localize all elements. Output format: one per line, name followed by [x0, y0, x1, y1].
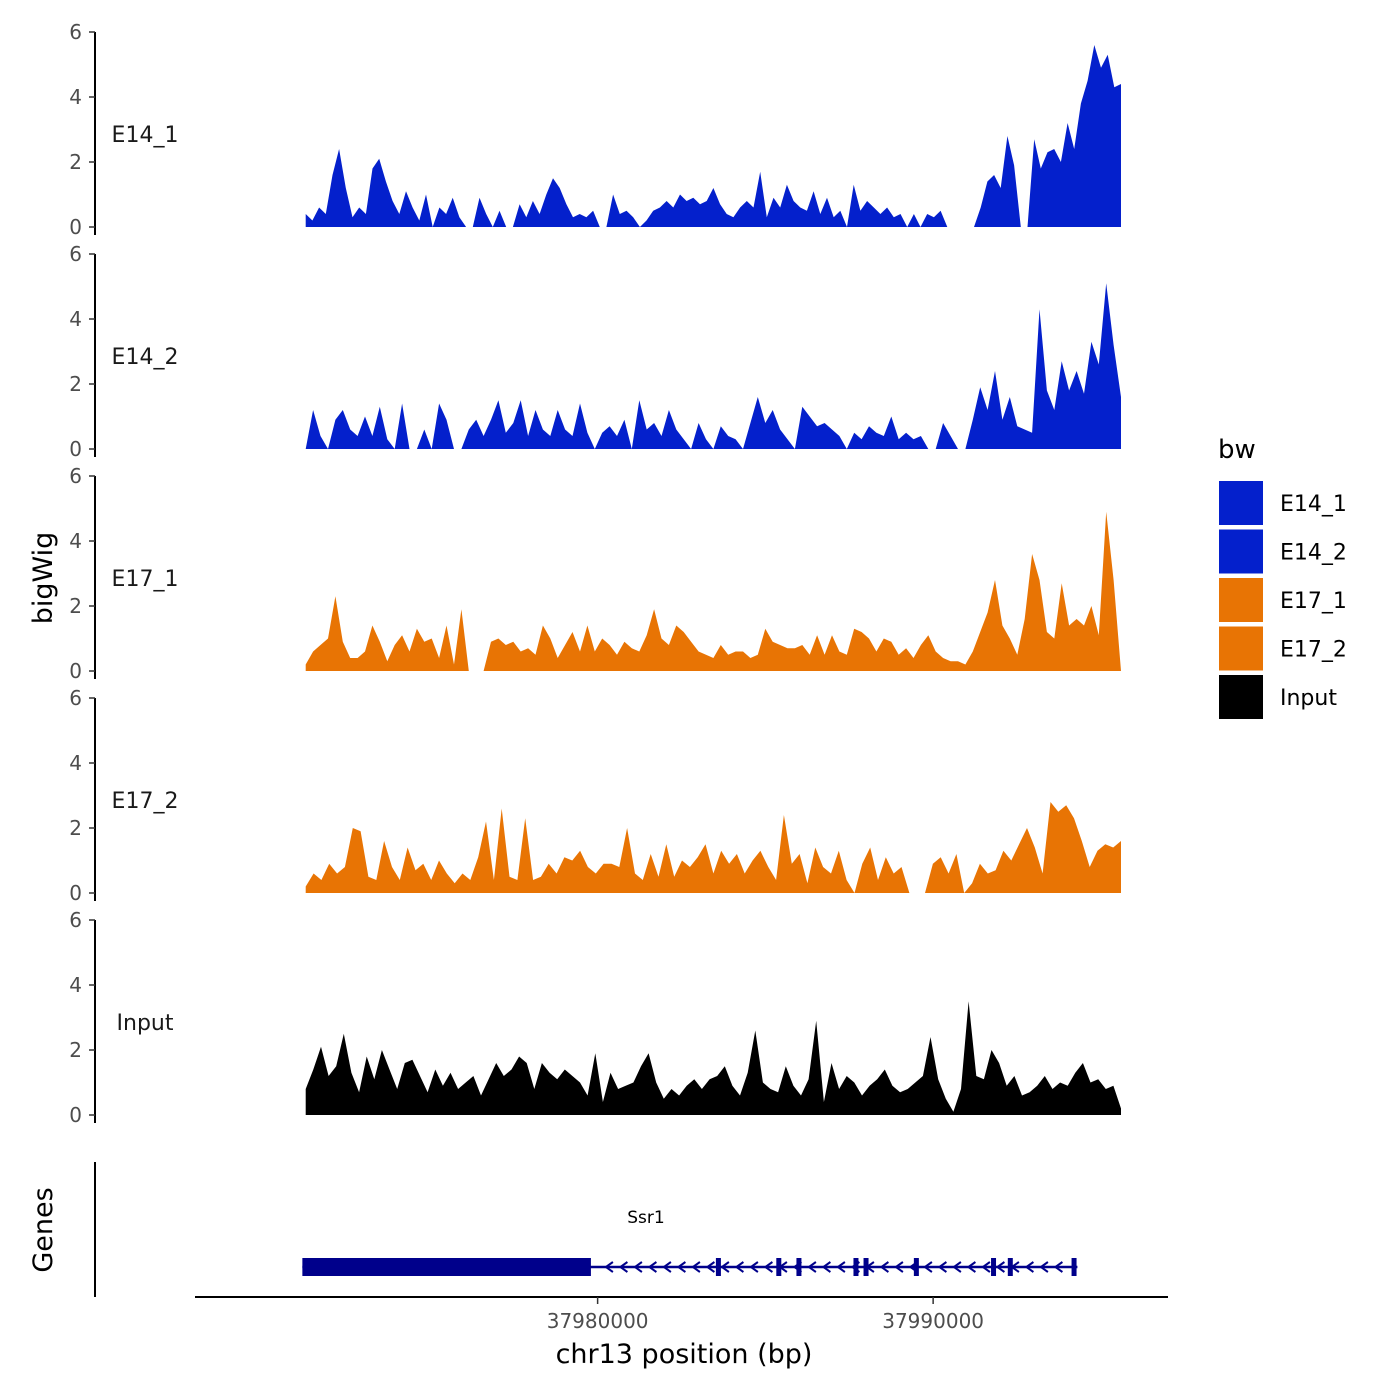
- strand-arrow: [981, 1261, 991, 1273]
- legend-swatch: [1219, 675, 1263, 719]
- track-e14_2: 0 2 4 6 E14_2: [69, 242, 1121, 461]
- y-tick-label: 2: [69, 372, 82, 396]
- y-tick-label: 6: [69, 20, 82, 44]
- strand-arrow: [604, 1261, 614, 1273]
- y-tick-label: 4: [69, 529, 82, 553]
- strand-arrow: [952, 1261, 962, 1273]
- y-tick-label: 2: [69, 594, 82, 618]
- y-tick-label: 0: [69, 881, 82, 905]
- y-tick-label: 2: [69, 816, 82, 840]
- legend-swatch: [1219, 578, 1263, 622]
- y-tick-label: 0: [69, 215, 82, 239]
- gene-exon: [913, 1258, 919, 1276]
- strand-arrow: [676, 1261, 686, 1273]
- gene-track-title: Genes: [28, 1187, 59, 1272]
- strand-arrow: [966, 1261, 976, 1273]
- y-tick-label: 0: [69, 659, 82, 683]
- strand-arrow: [995, 1261, 1005, 1273]
- gene-exon: [991, 1258, 997, 1276]
- strand-arrow: [691, 1261, 701, 1273]
- track-label: E17_1: [112, 567, 179, 592]
- x-tick-label: 37980000: [547, 1309, 649, 1333]
- track-input: 0 2 4 6 Input: [69, 908, 1121, 1127]
- signal-area-e14_1: [305, 45, 1121, 227]
- y-tick-label: 4: [69, 973, 82, 997]
- signal-area-e17_1: [305, 511, 1121, 671]
- y-tick-label: 2: [69, 150, 82, 174]
- strand-arrow: [662, 1261, 672, 1273]
- y-tick-label: 4: [69, 85, 82, 109]
- strand-arrow: [894, 1261, 904, 1273]
- legend-item: E14_1: [1219, 481, 1347, 525]
- gene-exon: [853, 1258, 859, 1276]
- strand-arrow: [807, 1261, 817, 1273]
- legend-item: E17_1: [1219, 578, 1347, 622]
- y-tick-label: 4: [69, 307, 82, 331]
- gene-exon: [796, 1258, 802, 1276]
- legend-label: E17_1: [1280, 589, 1347, 614]
- strand-arrow: [821, 1261, 831, 1273]
- legend-label: E17_2: [1280, 638, 1347, 663]
- legend-swatch: [1219, 529, 1263, 574]
- track-label: E17_2: [112, 789, 179, 814]
- strand-arrow: [705, 1261, 715, 1273]
- gene-exon: [776, 1258, 782, 1276]
- gene-exon: [1071, 1258, 1077, 1276]
- track-e17_2: 0 2 4 6 E17_2: [69, 686, 1121, 905]
- legend-item: Input: [1219, 675, 1337, 719]
- y-tick-label: 0: [69, 437, 82, 461]
- strand-arrow: [633, 1261, 643, 1273]
- y-tick-label: 6: [69, 908, 82, 932]
- y-tick-label: 4: [69, 751, 82, 775]
- strand-arrow: [734, 1261, 744, 1273]
- signal-area-e17_2: [305, 802, 1121, 893]
- gene-name-label: Ssr1: [627, 1208, 664, 1228]
- track-label: Input: [117, 1011, 174, 1036]
- strand-arrow: [1053, 1261, 1063, 1273]
- legend-swatch: [1219, 626, 1263, 671]
- gene-exon: [863, 1258, 869, 1276]
- signal-area-input: [305, 1001, 1121, 1115]
- strand-arrow: [749, 1261, 759, 1273]
- y-tick-label: 6: [69, 242, 82, 266]
- x-axis-title: chr13 position (bp): [556, 1339, 813, 1370]
- legend-item: E14_2: [1219, 529, 1347, 574]
- x-tick-label: 37990000: [882, 1309, 984, 1333]
- legend-item: E17_2: [1219, 626, 1347, 671]
- strand-arrow: [618, 1261, 628, 1273]
- track-label: E14_1: [112, 123, 179, 148]
- y-tick-label: 6: [69, 686, 82, 710]
- strand-arrow: [937, 1261, 947, 1273]
- strand-arrow: [647, 1261, 657, 1273]
- legend-label: E14_1: [1280, 492, 1347, 517]
- track-e17_1: 0 2 4 6 E17_1: [69, 464, 1121, 683]
- strand-arrow: [1024, 1261, 1034, 1273]
- y-tick-label: 6: [69, 464, 82, 488]
- legend-label: E14_2: [1280, 541, 1347, 566]
- track-label: E14_2: [112, 345, 179, 370]
- track-e14_1: 0 2 4 6 E14_1: [69, 20, 1121, 239]
- gene-utr-block: [302, 1258, 591, 1276]
- signal-area-e14_2: [305, 283, 1121, 449]
- y-tick-label: 2: [69, 1038, 82, 1062]
- strand-arrow: [1039, 1261, 1049, 1273]
- y-tick-label: 0: [69, 1103, 82, 1127]
- legend-title: bw: [1218, 435, 1256, 465]
- legend-swatch: [1219, 481, 1263, 525]
- gene-exon: [715, 1258, 721, 1276]
- y-axis-title: bigWig: [28, 532, 59, 625]
- legend-label: Input: [1280, 686, 1337, 711]
- strand-arrow: [720, 1261, 730, 1273]
- gene-exon: [1007, 1258, 1013, 1276]
- strand-arrow: [923, 1261, 933, 1273]
- strand-arrow: [879, 1261, 889, 1273]
- strand-arrow: [836, 1261, 846, 1273]
- strand-arrow: [763, 1261, 773, 1273]
